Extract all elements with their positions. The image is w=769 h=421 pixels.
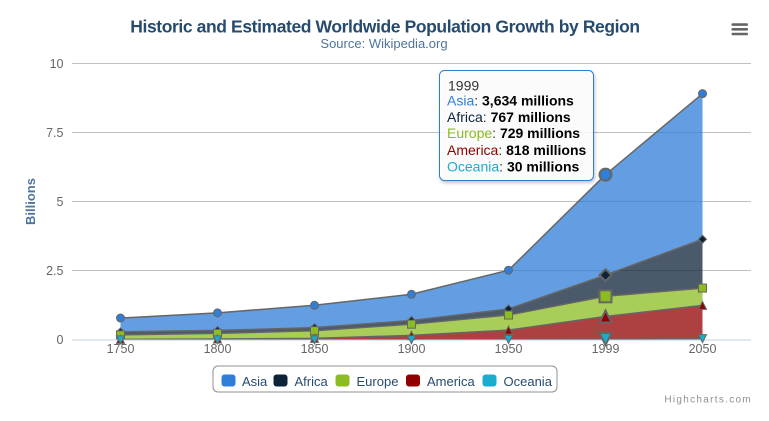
svg-text:2.5: 2.5 [46, 264, 63, 278]
svg-text:Source: Wikipedia.org: Source: Wikipedia.org [320, 36, 447, 51]
svg-text:Oceania: 30 millions: Oceania: 30 millions [447, 158, 580, 174]
svg-text:1900: 1900 [398, 342, 426, 356]
svg-text:Europe: 729 millions: Europe: 729 millions [447, 125, 580, 141]
svg-text:Africa: 767 millions: Africa: 767 millions [447, 109, 571, 125]
svg-text:0: 0 [57, 333, 64, 347]
svg-text:7.5: 7.5 [46, 126, 63, 140]
svg-text:10: 10 [50, 57, 64, 71]
svg-text:Highcharts.com: Highcharts.com [664, 395, 752, 406]
svg-text:Europe: Europe [357, 374, 399, 389]
svg-text:1850: 1850 [301, 342, 329, 356]
svg-text:Oceania: Oceania [504, 374, 553, 389]
svg-text:1999: 1999 [592, 342, 620, 356]
svg-text:1999: 1999 [448, 77, 479, 93]
svg-text:Asia: 3,634 millions: Asia: 3,634 millions [447, 93, 574, 109]
svg-text:Billions: Billions [23, 178, 38, 225]
svg-text:Africa: Africa [295, 374, 329, 389]
svg-text:1750: 1750 [107, 342, 135, 356]
svg-text:Asia: Asia [242, 374, 268, 389]
svg-text:Historic and Estimated Worldwi: Historic and Estimated Worldwide Populat… [130, 16, 639, 36]
svg-text:2050: 2050 [689, 342, 717, 356]
svg-text:America: 818 millions: America: 818 millions [447, 142, 586, 158]
svg-text:America: America [427, 374, 475, 389]
svg-text:1950: 1950 [495, 342, 523, 356]
svg-text:1800: 1800 [204, 342, 232, 356]
svg-text:5: 5 [57, 195, 64, 209]
